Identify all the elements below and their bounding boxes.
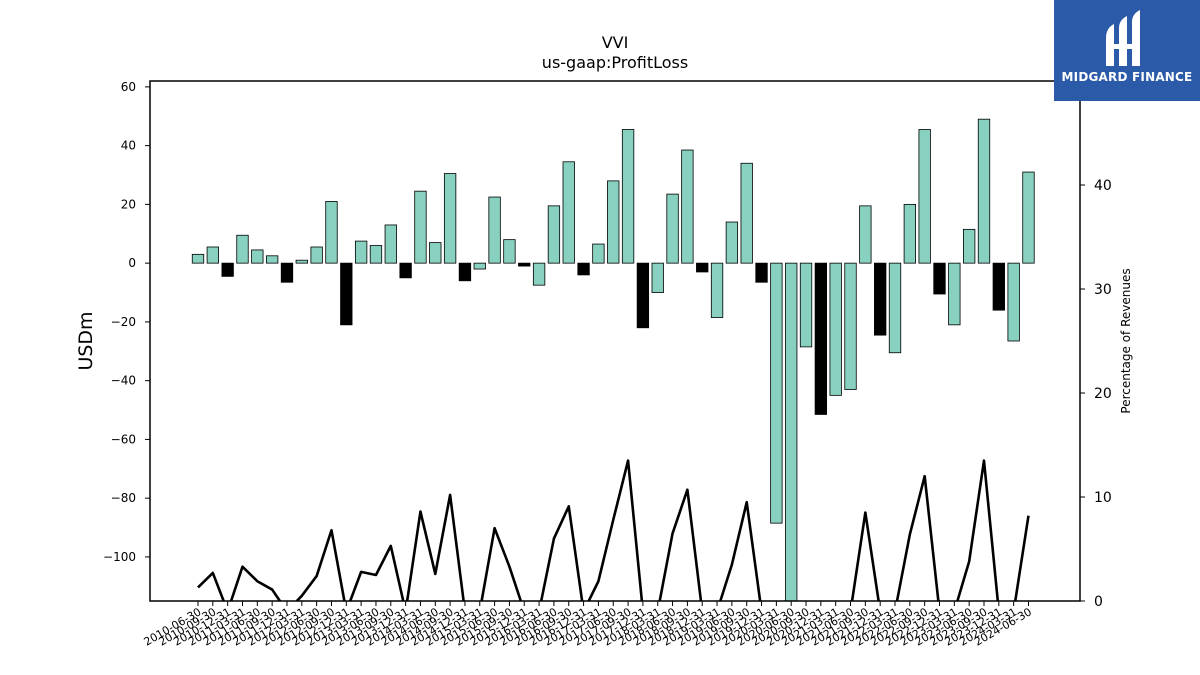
y-axis-label: USDm bbox=[75, 311, 97, 370]
bar-2022-03-31 bbox=[888, 262, 902, 354]
bar-2010-12-31 bbox=[221, 262, 234, 277]
bar-2021-03-31 bbox=[829, 262, 842, 396]
line-group bbox=[197, 459, 1030, 601]
x-ticks-group: 2010-06-302010-09-302010-12-312011-03-31… bbox=[142, 601, 1034, 649]
bar-2017-06-30 bbox=[607, 180, 620, 264]
bar-2016-03-31 bbox=[532, 262, 546, 286]
bar-2024-06-30 bbox=[1022, 171, 1035, 264]
brand-name: MIDGARD FINANCE bbox=[1061, 70, 1193, 84]
bar-2010-09-30 bbox=[206, 246, 219, 264]
bar-2012-12-31 bbox=[340, 262, 353, 326]
bar-2018-09-30 bbox=[681, 149, 694, 264]
y-tick-label: −20 bbox=[111, 315, 136, 329]
bar-2023-09-30 bbox=[977, 118, 991, 264]
y2-tick-label: 40 bbox=[1094, 178, 1112, 194]
bar-2019-03-31 bbox=[710, 262, 724, 318]
bar-2019-09-30 bbox=[740, 162, 753, 264]
bar-2023-03-31 bbox=[948, 262, 961, 326]
bar-2013-03-31 bbox=[354, 240, 368, 264]
bar-2010-06-30 bbox=[191, 253, 205, 264]
bar-2013-09-30 bbox=[384, 224, 397, 264]
bar-2014-03-31 bbox=[414, 190, 427, 264]
bar-2019-12-31 bbox=[755, 262, 768, 283]
bar-2019-06-30 bbox=[725, 221, 739, 264]
plot-frame bbox=[149, 80, 1081, 602]
chart-subtitle: us-gaap:ProfitLoss bbox=[542, 53, 688, 72]
bar-2017-03-31 bbox=[592, 243, 605, 264]
bar-2020-09-30 bbox=[799, 262, 813, 348]
y2-axis-label: Percentage of Revenues bbox=[1119, 268, 1133, 413]
y-tick-label: −80 bbox=[111, 491, 136, 505]
bar-2012-06-30 bbox=[310, 246, 323, 264]
bar-2015-03-31 bbox=[473, 262, 486, 270]
pct-revenues-line bbox=[197, 459, 1030, 601]
bar-2015-06-30 bbox=[488, 196, 501, 264]
bar-2024-03-31 bbox=[1007, 262, 1020, 342]
bar-2016-06-30 bbox=[547, 205, 561, 264]
bar-2021-09-30 bbox=[859, 205, 872, 264]
y2-tick-label: 30 bbox=[1094, 282, 1112, 298]
bar-2012-09-30 bbox=[325, 201, 338, 264]
bar-2015-12-31 bbox=[518, 262, 531, 267]
bar-2018-03-31 bbox=[651, 262, 664, 293]
bar-2021-12-31 bbox=[874, 262, 887, 336]
bars-group bbox=[191, 118, 1035, 601]
y2-tick-label: 10 bbox=[1094, 490, 1112, 506]
bar-2014-12-31 bbox=[458, 262, 472, 282]
bar-2022-06-30 bbox=[903, 203, 916, 264]
brand-logo-icon bbox=[1106, 10, 1140, 66]
bar-2020-12-31 bbox=[814, 262, 828, 415]
bar-2020-03-31 bbox=[770, 262, 783, 524]
y2-tick-label: 20 bbox=[1094, 386, 1112, 402]
bar-2015-09-30 bbox=[503, 239, 516, 264]
axes-group: 60 40 20 0 −20 −40 −60 −80 −100 0 10 20 30 40 bbox=[103, 80, 1112, 610]
y2-tick-label: 0 bbox=[1094, 594, 1103, 610]
bar-2014-09-30 bbox=[443, 173, 457, 264]
bar-2023-12-31 bbox=[992, 262, 1005, 311]
bar-2011-09-30 bbox=[265, 255, 279, 264]
bar-2011-03-31 bbox=[236, 234, 249, 264]
chart-title: VVI bbox=[602, 33, 629, 52]
bar-2016-09-30 bbox=[562, 161, 575, 264]
y-tick-label: −100 bbox=[103, 550, 136, 564]
bar-2022-12-31 bbox=[933, 262, 946, 295]
brand-logo: MIDGARD FINANCE bbox=[1054, 0, 1200, 101]
y-tick-label: −60 bbox=[111, 432, 136, 446]
bar-2022-09-30 bbox=[918, 129, 931, 264]
bar-2023-06-30 bbox=[963, 228, 976, 264]
y-tick-label: 60 bbox=[121, 80, 136, 94]
y-tick-label: 0 bbox=[128, 256, 136, 270]
bar-2011-06-30 bbox=[251, 249, 264, 264]
bar-2012-03-31 bbox=[295, 259, 308, 264]
bar-2014-06-30 bbox=[429, 242, 442, 264]
bar-2018-06-30 bbox=[666, 193, 679, 264]
bar-2020-06-30 bbox=[785, 262, 798, 601]
bar-2021-06-30 bbox=[844, 262, 857, 390]
bar-2013-12-31 bbox=[399, 262, 412, 279]
bar-2017-09-30 bbox=[621, 129, 635, 264]
bar-2011-12-31 bbox=[280, 262, 294, 283]
bar-2017-12-31 bbox=[636, 262, 650, 329]
bar-2018-12-31 bbox=[696, 262, 709, 273]
y-tick-label: 20 bbox=[121, 197, 136, 211]
y-tick-label: 40 bbox=[121, 139, 136, 153]
bar-2013-06-30 bbox=[369, 245, 383, 264]
y-tick-label: −40 bbox=[111, 374, 136, 388]
bar-2016-12-31 bbox=[577, 262, 590, 276]
